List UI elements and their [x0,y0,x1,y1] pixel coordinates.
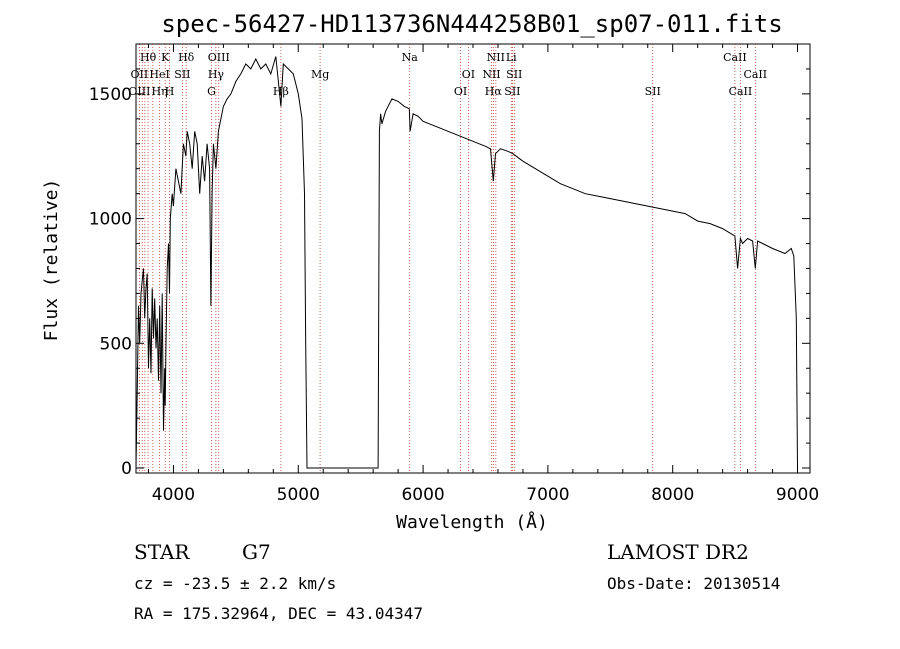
line-markers [138,44,756,473]
line-label-3: K [161,51,170,64]
survey-name: LAMOST DR2 [607,540,749,564]
line-label-25: CaII [743,68,767,81]
line-label-19: NII [482,68,500,81]
line-label-23: SII [645,85,661,98]
line-labels: Hθ OII OIII K HeI Hη Hδ SII H OIII Hγ G Hβ Mg Na OI OI NI… [128,51,767,98]
line-label-24: CaII [723,51,747,64]
line-label-8: H [165,85,175,98]
x-axis-ticks: 4000 5000 6000 7000 8000 9000 [147,44,819,505]
line-label-16: OI [454,85,467,98]
x-tick-label: 9000 [776,485,819,505]
y-tick-label: 1000 [89,210,132,230]
line-label-14: Na [402,51,419,64]
observation-date: Obs-Date: 20130514 [607,574,780,593]
x-tick-label: 4000 [152,485,195,505]
line-label-9: OIII [208,51,230,64]
x-tick-label: 8000 [651,485,694,505]
spectrum-line [135,56,799,469]
plot-frame [135,43,811,474]
y-tick-label: 0 [121,459,132,479]
y-axis-label: Flux (relative) [41,179,62,342]
chart-title: spec-56427-HD113736N444258B01_sp07-011.f… [161,10,782,38]
line-label-15: OI [462,68,475,81]
line-label-2: OIII [128,85,150,98]
y-tick-label: 1500 [89,85,132,105]
line-label-21: Hα [485,85,503,98]
x-axis-label: Wavelength (Å) [396,511,548,533]
line-label-17: NII [487,51,505,64]
line-label-6: Hδ [178,51,195,64]
x-tick-label: 5000 [277,485,320,505]
line-label-26: CaII [729,85,753,98]
line-label-20: SII [506,68,522,81]
line-label-22: SII [504,85,520,98]
line-label-1: OII [131,68,149,81]
line-label-10: Hγ [208,68,225,81]
object-class: STAR [134,540,190,564]
line-label-11: G [207,85,216,98]
redshift-velocity: cz = -23.5 ± 2.2 km/s [134,574,336,593]
line-label-5: Hη [152,85,168,98]
object-subclass: G7 [242,540,271,564]
line-label-13: Mg [311,68,329,81]
line-label-7: SII [174,68,190,81]
coordinates: RA = 175.32964, DEC = 43.04347 [134,604,423,623]
line-label-18: Li [506,51,517,64]
line-label-4: HeI [149,68,169,81]
line-label-0: Hθ [140,51,157,64]
y-tick-label: 500 [100,334,132,354]
line-label-12: Hβ [273,85,289,98]
x-tick-label: 6000 [401,485,444,505]
x-tick-label: 7000 [526,485,569,505]
y-axis-ticks: 0 500 1000 1500 [89,43,810,479]
